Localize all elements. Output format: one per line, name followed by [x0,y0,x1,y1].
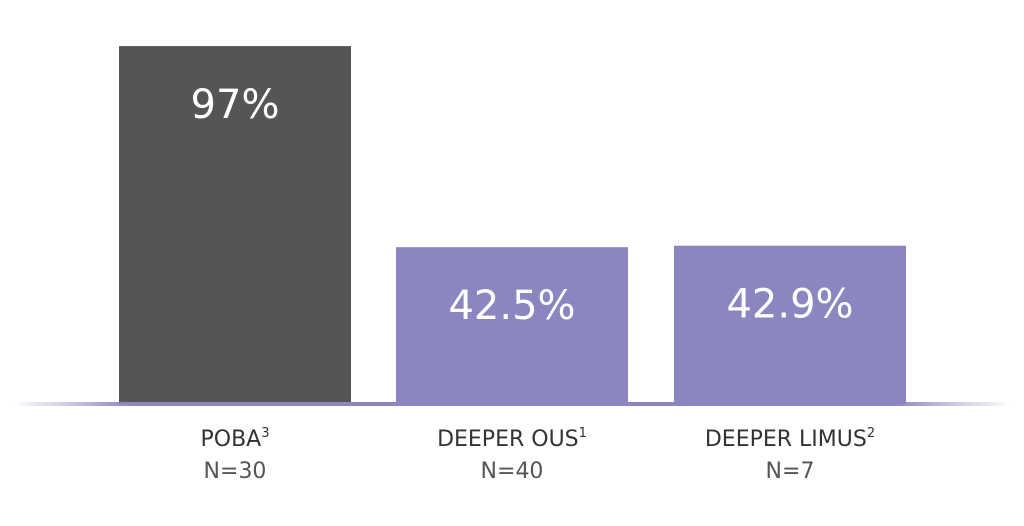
footnote-marker: 1 [579,426,587,441]
footnote-marker: 2 [867,426,875,441]
sample-size-label: N=40 [481,459,544,484]
bar-value-label: 42.9% [726,282,853,328]
sample-size-label: N=30 [204,459,267,484]
bar-value-label: 42.5% [448,283,575,329]
bar-value-label: 97% [191,82,280,128]
footnote-marker: 3 [261,426,269,441]
bars: 97% 42.5% 42.9% [119,46,906,404]
category-label: POBA3 [200,426,269,452]
bar-deeper-limus [674,245,906,404]
bar-deeper-ous [396,247,628,404]
baseline [14,402,1010,406]
category-label: DEEPER OUS1 [437,426,587,452]
bar-poba [119,46,351,404]
sample-size-label: N=7 [766,459,815,484]
category-label: DEEPER LIMUS2 [705,426,875,452]
category-labels: POBA3 N=30 DEEPER OUS1 N=40 DEEPER LIMUS2 N=7 [200,426,875,484]
